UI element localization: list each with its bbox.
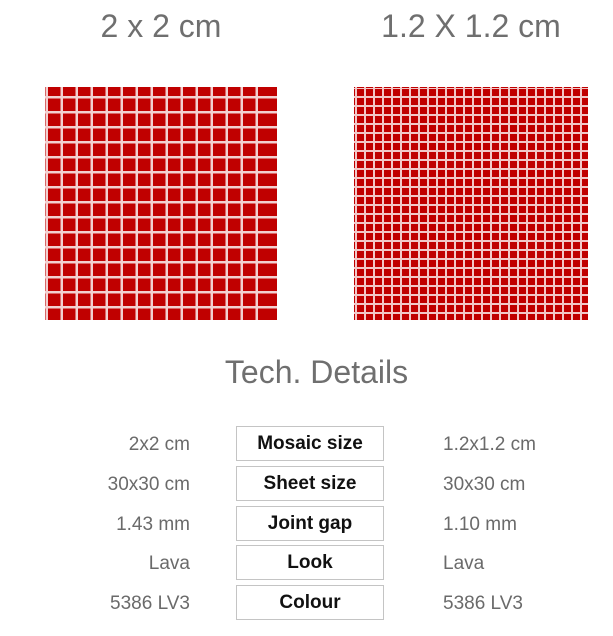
detail-right-value: Lava <box>443 553 485 574</box>
tech-details-heading: Tech. Details <box>224 354 409 390</box>
detail-label: Sheet size <box>236 466 384 501</box>
detail-row-colour: 5386 LV3 Colour 5386 LV3 <box>0 585 613 623</box>
detail-left-value: 2x2 cm <box>128 434 190 455</box>
detail-label: Look <box>236 545 384 580</box>
detail-row-joint-gap: 1.43 mm Joint gap 1.10 mm <box>0 506 613 544</box>
detail-label: Joint gap <box>236 506 384 541</box>
mosaic-swatch-2x2 <box>45 87 277 320</box>
mosaic-swatch-1-2x1-2 <box>354 87 588 320</box>
detail-row-sheet-size: 30x30 cm Sheet size 30x30 cm <box>0 466 613 504</box>
detail-left-value: 1.43 mm <box>116 514 190 535</box>
detail-left-value: 30x30 cm <box>107 474 190 495</box>
size-title-right: 1.2 X 1.2 cm <box>381 8 561 44</box>
detail-row-look: Lava Look Lava <box>0 545 613 583</box>
detail-row-mosaic-size: 2x2 cm Mosaic size 1.2x1.2 cm <box>0 426 613 464</box>
detail-right-value: 1.10 mm <box>443 514 517 535</box>
detail-left-value: Lava <box>148 553 190 574</box>
detail-label: Mosaic size <box>236 426 384 461</box>
detail-label: Colour <box>236 585 384 620</box>
detail-left-value: 5386 LV3 <box>110 593 190 614</box>
detail-right-value: 30x30 cm <box>443 474 526 495</box>
size-title-left: 2 x 2 cm <box>100 8 222 44</box>
detail-right-value: 5386 LV3 <box>443 593 523 614</box>
detail-right-value: 1.2x1.2 cm <box>443 434 536 455</box>
